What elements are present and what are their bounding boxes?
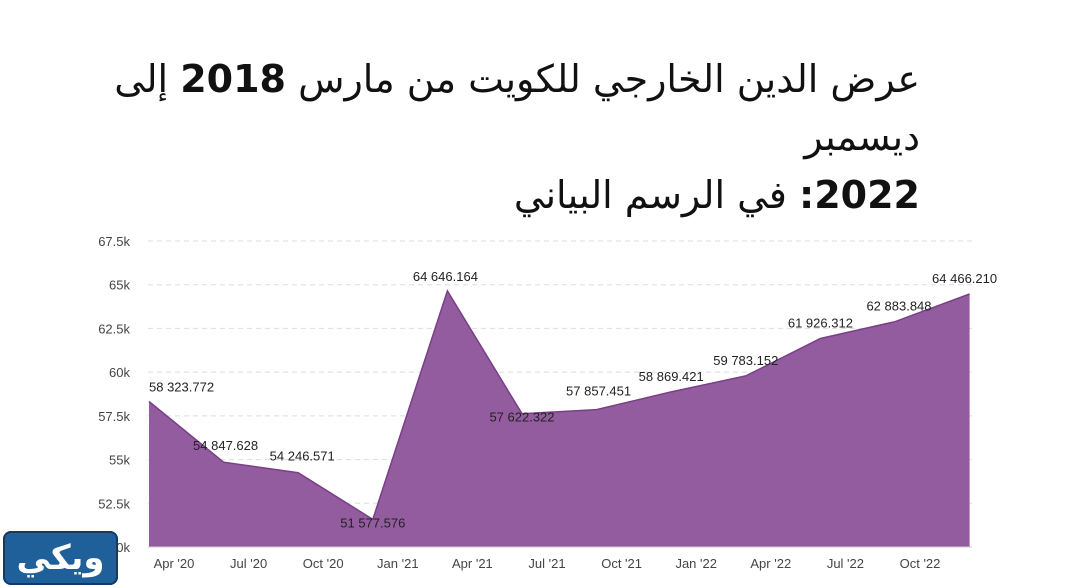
y-tick-label: 55k [109,453,130,468]
heading-part2: إلى ديسمبر [114,57,920,159]
data-label: 62 883.848 [866,299,931,314]
x-tick-label: Oct '20 [303,556,344,571]
data-label: 61 926.312 [788,315,853,330]
data-label: 58 323.772 [149,379,214,394]
heading-year-end: 2022: [799,173,920,217]
data-label: 54 847.628 [193,438,258,453]
x-tick-label: Apr '20 [154,556,195,571]
heading-part1: عرض الدين الخارجي للكويت من مارس [298,57,920,101]
area-series-line [148,289,970,521]
data-label: 64 646.164 [413,269,478,284]
heading-year-start: 2018 [180,57,286,101]
y-tick-label: 67.5k [98,234,130,249]
data-label: 51 577.576 [340,515,405,530]
data-label: 64 466.210 [932,271,997,286]
y-tick-label: 52.5k [98,496,130,511]
x-tick-label: Apr '21 [452,556,493,571]
data-label: 57 622.322 [489,410,554,425]
x-tick-label: Jul '21 [528,556,565,571]
x-tick-label: Jan '21 [377,556,419,571]
data-label: 54 246.571 [270,449,335,464]
area-series-fill [149,290,970,547]
chart-heading: عرض الدين الخارجي للكويت من مارس 2018 إل… [60,50,920,224]
y-tick-label: 65k [109,278,130,293]
data-label: 59 783.152 [713,353,778,368]
data-label: 58 869.421 [639,369,704,384]
data-label: 57 857.451 [566,384,631,399]
y-tick-label: 57.5k [98,409,130,424]
x-tick-label: Jul '22 [827,556,864,571]
x-tick-label: Oct '21 [601,556,642,571]
site-logo: ويكي [3,531,118,585]
x-tick-label: Apr '22 [750,556,791,571]
logo-text: ويكي [16,538,105,578]
y-tick-label: 62.5k [98,321,130,336]
x-tick-label: Oct '22 [900,556,941,571]
x-tick-label: Jan '22 [675,556,717,571]
y-tick-label: 60k [109,365,130,380]
x-tick-label: Jul '20 [230,556,267,571]
heading-part3: في الرسم البياني [513,173,787,217]
